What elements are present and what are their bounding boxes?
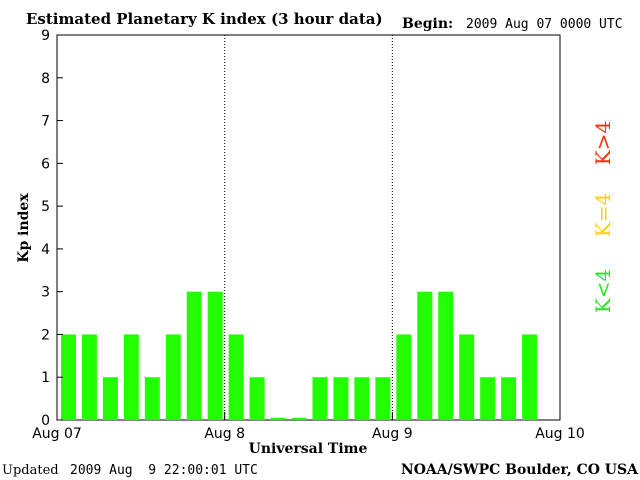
kp-bar bbox=[396, 334, 412, 420]
kp-bar bbox=[417, 291, 433, 420]
plot-area: 0 1 2 3 4 5 6 7 8 9 Aug 07 Aug 8 Aug 9 Aug 10 bbox=[32, 28, 585, 442]
kp-bar bbox=[249, 377, 265, 420]
x-axis: Aug 07 Aug 8 Aug 9 Aug 10 bbox=[32, 412, 585, 442]
x-tick-label: Aug 8 bbox=[204, 426, 245, 442]
kp-bar bbox=[522, 334, 538, 420]
kp-bar bbox=[501, 377, 517, 420]
kp-bar bbox=[123, 334, 139, 420]
updated-value: 2009 Aug 9 22:00:01 UTC bbox=[70, 463, 258, 478]
kp-bar bbox=[207, 291, 223, 420]
x-tick-label: Aug 9 bbox=[372, 426, 413, 442]
source-credit: NOAA/SWPC Boulder, CO USA bbox=[401, 462, 639, 478]
y-tick-label: 9 bbox=[41, 28, 50, 44]
y-tick-label: 5 bbox=[41, 199, 50, 215]
kp-bar bbox=[312, 377, 328, 420]
kp-bar bbox=[61, 334, 76, 420]
kp-bar bbox=[438, 291, 454, 420]
y-tick-label: 4 bbox=[41, 242, 50, 258]
kp-bar bbox=[354, 377, 370, 420]
kp-bar bbox=[81, 334, 97, 420]
kp-bar bbox=[102, 377, 118, 420]
legend-low: K<4 bbox=[591, 269, 615, 313]
legend-high: K>4 bbox=[591, 121, 615, 165]
kp-bar bbox=[186, 291, 202, 420]
y-tick-label: 1 bbox=[41, 370, 50, 386]
y-tick-label: 6 bbox=[41, 156, 50, 172]
kp-bar bbox=[459, 334, 475, 420]
legend-mid: K=4 bbox=[591, 193, 615, 237]
kp-bar bbox=[291, 417, 307, 420]
y-axis: 0 1 2 3 4 5 6 7 8 9 bbox=[41, 28, 63, 429]
y-tick-label: 7 bbox=[41, 114, 50, 130]
begin-label: Begin: bbox=[402, 16, 453, 32]
y-tick-label: 3 bbox=[41, 285, 50, 301]
begin-value: 2009 Aug 07 0000 UTC bbox=[466, 17, 623, 32]
y-tick-label: 0 bbox=[41, 413, 50, 429]
day-dividers bbox=[224, 35, 393, 420]
x-tick-label: Aug 07 bbox=[32, 426, 82, 442]
kp-bar bbox=[165, 334, 181, 420]
y-tick-label: 8 bbox=[41, 71, 50, 87]
kp-bar bbox=[480, 377, 496, 420]
updated-label: Updated bbox=[2, 463, 59, 478]
bars-group bbox=[61, 291, 538, 420]
kp-bar bbox=[270, 417, 286, 420]
x-axis-label: Universal Time bbox=[249, 441, 368, 457]
y-axis-label: Kp index bbox=[16, 193, 32, 263]
chart-title: Estimated Planetary K index (3 hour data… bbox=[26, 10, 383, 28]
kp-bar bbox=[144, 377, 160, 420]
plot-frame bbox=[56, 34, 561, 421]
kp-bar bbox=[333, 377, 349, 420]
kp-bar bbox=[375, 377, 391, 420]
x-tick-label: Aug 10 bbox=[535, 426, 585, 442]
y-tick-label: 2 bbox=[41, 327, 50, 343]
kp-bar bbox=[228, 334, 244, 420]
